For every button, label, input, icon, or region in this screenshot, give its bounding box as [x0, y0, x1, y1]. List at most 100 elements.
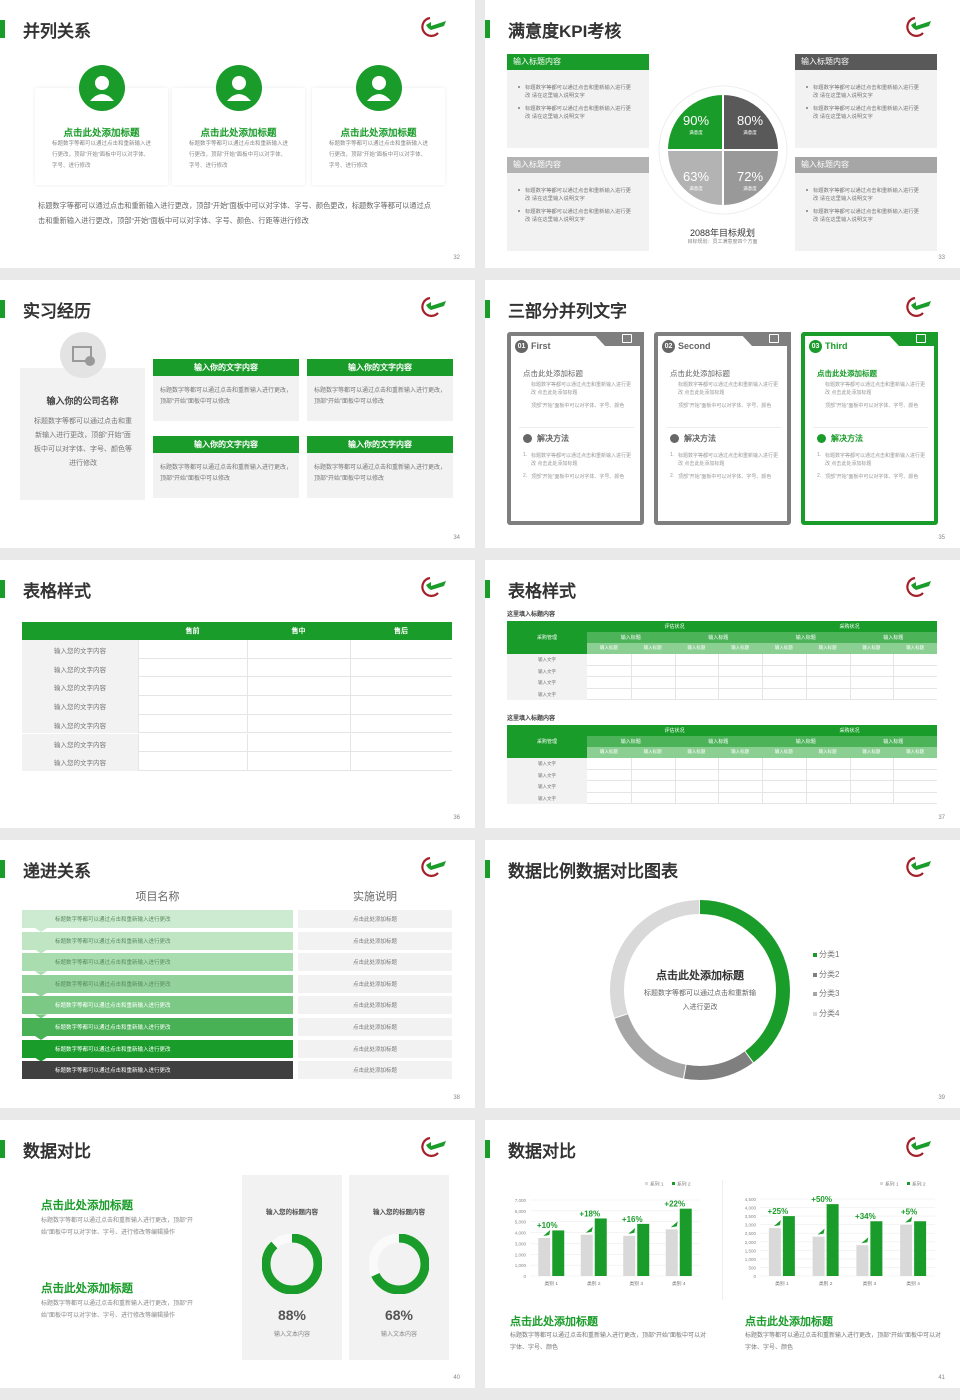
chart-caption-text: 标题数字等都可以通过点击和重新输入进行更改，顶部“开始”面板中可以对字体、字号、… — [745, 1333, 941, 1351]
subsub-header-band — [587, 643, 937, 654]
legend-label: 系列 2 — [677, 1181, 691, 1188]
slide-34[interactable]: 实习经历 34 输入你的公司名称 标题数字等都可以通过点击和重新输入进行更改，顶部“开… — [0, 280, 475, 548]
solution-card[interactable] — [654, 332, 791, 525]
table-cell[interactable] — [247, 752, 248, 771]
chart-caption-title: 点击此处添加标题 — [510, 1316, 598, 1328]
note-cell — [298, 1018, 452, 1036]
slide-41[interactable]: 数据对比 41 0 1,000 2,000 3,000 4,000 5,000 6,000 7,0… — [485, 1120, 960, 1388]
table-cell[interactable] — [247, 733, 248, 753]
progression-step[interactable] — [22, 953, 293, 972]
y-tick-label: 6,000 — [515, 1209, 527, 1214]
slide-38[interactable]: 递进关系 38 项目名称 实施说明 标题数字等都可以通过点击和重新输入进行更改 点击此处添… — [0, 840, 475, 1108]
bar-chart: 0 500 1,000 1,500 2,000 2,500 3,000 3,500 4,000 4… — [745, 1181, 935, 1287]
table-cell-divider — [849, 781, 851, 793]
card-heading: 点击此处添加标题 — [817, 369, 877, 378]
slide-36[interactable]: 表格样式 36 售前 售中 售后 输入您的文字内容 输入您的文字内容 输入您的文字内容 输入您的… — [0, 560, 475, 828]
table-cell[interactable] — [350, 640, 351, 659]
card-step: 标题数字等都可以通过点击和重新输入进行更改 点击此处添加标题 — [531, 453, 632, 467]
table-cell[interactable] — [138, 696, 139, 715]
table-cell[interactable] — [138, 640, 139, 659]
group-header: 采购状况 — [839, 728, 860, 734]
y-tick-label: 3,500 — [745, 1214, 757, 1219]
slide-37[interactable]: 表格样式 37 这里填入标题内容 采购管理 评估状况 采购状况 输入标题 输入标题 输入标题 输入… — [485, 560, 960, 828]
solution-card[interactable] — [507, 332, 644, 525]
slide-32[interactable]: 并列关系 32 点击此处添加标题 标题数字等都可以通过点击和重新输入进行更改，顶部“开… — [0, 0, 475, 268]
table-row — [22, 659, 452, 678]
growth-arrow-icon — [861, 1237, 869, 1244]
growth-arrow-icon — [585, 1226, 593, 1233]
step-number: 1. — [670, 452, 675, 458]
logo-icon — [906, 576, 931, 597]
progression-step[interactable] — [22, 931, 293, 950]
table-cell[interactable] — [247, 658, 248, 678]
progression-step[interactable] — [22, 1039, 293, 1058]
progression-step[interactable] — [22, 1061, 293, 1080]
table-cell[interactable] — [138, 733, 139, 753]
table-cell[interactable] — [138, 658, 139, 678]
bar-series-1 — [768, 1228, 781, 1276]
center-text: 标题数字等都可以通过点击和重新输入进行更改 — [644, 990, 756, 1011]
table-cell[interactable] — [247, 696, 248, 715]
table-row — [507, 793, 937, 804]
solution-card[interactable] — [801, 332, 938, 525]
table-cell-divider — [674, 654, 676, 666]
legend-swatch — [907, 1182, 910, 1185]
chart-caption-title: 点击此处添加标题 — [745, 1316, 833, 1328]
table-cell[interactable] — [350, 714, 351, 734]
group-header: 评估状况 — [664, 624, 685, 630]
table-cell[interactable] — [247, 677, 248, 697]
slide-39[interactable]: 数据比例数据对比图表 39 点击此处添加标题 标题数字等都可以通过点击和重新输入进行更… — [485, 840, 960, 1108]
progression-step[interactable] — [22, 974, 293, 993]
row-label-cell — [22, 752, 138, 771]
table-cell[interactable] — [247, 640, 248, 659]
note-cell — [298, 996, 452, 1015]
legend-label: 分类3 — [819, 989, 840, 998]
step-number: 1. — [523, 452, 528, 458]
subsub-header: 输入标题 — [818, 645, 837, 650]
group-header: 评估状况 — [664, 728, 685, 734]
pie-quadrant — [665, 149, 724, 208]
progression-step[interactable] — [22, 996, 293, 1015]
step-arrow — [35, 928, 47, 932]
table-cell-divider — [805, 665, 807, 677]
table-cell-divider — [893, 781, 895, 793]
table-cell[interactable] — [350, 658, 351, 678]
progression-step[interactable] — [22, 910, 293, 928]
slide-35[interactable]: 三部分并列文字 35 01 First 点击此处添加标题 标题数字等都可以通过点击和重新输… — [485, 280, 960, 548]
card-bullet: 标题数字等都可以通过点击和重新输入进行更改 点击此处添加标题 — [678, 382, 779, 396]
step-arrow — [35, 949, 47, 954]
table-cell[interactable] — [350, 677, 351, 697]
table-cell[interactable] — [350, 733, 351, 753]
progression-step[interactable] — [22, 1018, 293, 1036]
table-cell[interactable] — [247, 714, 248, 734]
person-chat-icon — [356, 65, 402, 111]
y-tick-label: 1,000 — [515, 1263, 527, 1268]
table-caption: 这里填入标题内容 — [507, 612, 556, 618]
subsub-header: 输入标题 — [906, 645, 925, 650]
logo-arc — [421, 576, 439, 597]
table-cell[interactable] — [350, 696, 351, 715]
slide-40[interactable]: 数据对比 40 点击此处添加标题 标题数字等都可以通过点击和重新输入进行更改，顶部“开… — [0, 1120, 475, 1388]
table-cell[interactable] — [138, 714, 139, 734]
table-cell-divider — [718, 654, 720, 666]
table-cell[interactable] — [138, 677, 139, 697]
table-cell-divider — [762, 688, 763, 700]
x-tick-label: 类别 4 — [672, 1280, 686, 1287]
subsub-header: 输入标题 — [731, 749, 750, 754]
y-tick-label: 4,000 — [515, 1231, 527, 1236]
title-accent-bar — [485, 860, 490, 878]
bullet-item: 标题数字等都可以通过点击和重新输入进行更改 请在这里输入说明文字 — [813, 106, 919, 120]
bullet-dot — [518, 107, 520, 109]
table-cell[interactable] — [138, 752, 139, 771]
slide-33[interactable]: 满意度KPI考核 33 输入标题内容 标题数字等都可以通过点击和重新输入进行更改 请在… — [485, 0, 960, 268]
table-cell[interactable] — [350, 752, 351, 771]
solution-heading: 解决方法 — [537, 434, 569, 443]
x-tick-label: 类别 4 — [906, 1280, 920, 1287]
step-text: 标题数字等都可以通过点击和重新输入进行更改 — [55, 1046, 171, 1053]
subsub-header: 输入标题 — [906, 749, 925, 754]
block-text: 标题数字等都可以通过点击和重新输入进行更改，顶部“开始”面板中可以对字体、字号、… — [41, 1301, 193, 1319]
sub-header: 输入标题 — [708, 635, 729, 641]
text-box-header: 输入你的文字内容 — [307, 359, 453, 376]
card-label: First — [531, 341, 551, 351]
stat-value: 88% — [277, 1307, 307, 1323]
